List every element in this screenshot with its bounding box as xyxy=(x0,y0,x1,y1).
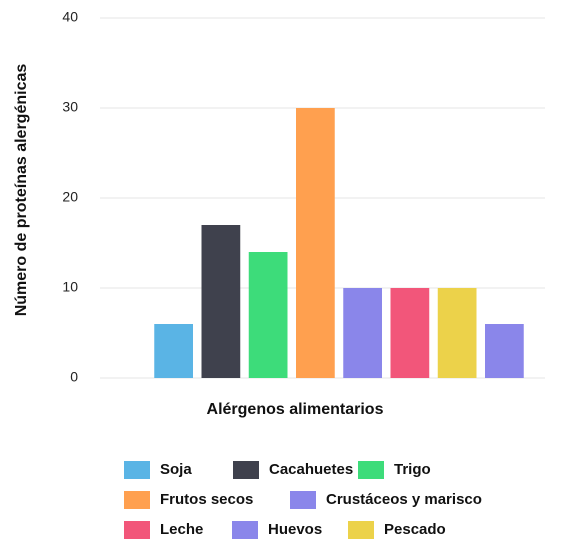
bar xyxy=(438,288,477,378)
legend-label: Cacahuetes xyxy=(269,461,353,478)
legend-label: Crustáceos y marisco xyxy=(326,491,482,508)
legend-label: Frutos secos xyxy=(160,491,253,508)
legend-swatch xyxy=(290,491,316,509)
legend-label: Pescado xyxy=(384,521,446,538)
legend-swatch xyxy=(348,521,374,539)
legend-label: Soja xyxy=(160,461,192,478)
y-axis-label: Número de proteínas alergénicas xyxy=(13,64,30,317)
bar xyxy=(249,252,288,378)
legend-swatch xyxy=(233,461,259,479)
legend-swatch xyxy=(232,521,258,539)
y-tick-label: 20 xyxy=(62,189,78,205)
legend-label: Trigo xyxy=(394,461,431,478)
legend-swatch xyxy=(124,461,150,479)
x-axis-label: Alérgenos alimentarios xyxy=(207,401,384,418)
bar xyxy=(202,225,241,378)
bar xyxy=(391,288,430,378)
y-tick-label: 30 xyxy=(62,99,78,115)
y-tick-label: 40 xyxy=(62,9,78,25)
bar xyxy=(343,288,382,378)
legend-swatch xyxy=(358,461,384,479)
legend-swatch xyxy=(124,521,150,539)
chart: Número de proteínas alergénicas Alérgeno… xyxy=(0,0,564,541)
bar xyxy=(154,324,193,378)
y-tick-label: 0 xyxy=(70,369,78,385)
legend-label: Huevos xyxy=(268,521,322,538)
bar xyxy=(485,324,524,378)
legend-swatch xyxy=(124,491,150,509)
bar xyxy=(296,108,335,378)
y-tick-label: 10 xyxy=(62,279,78,295)
legend-label: Leche xyxy=(160,521,203,538)
